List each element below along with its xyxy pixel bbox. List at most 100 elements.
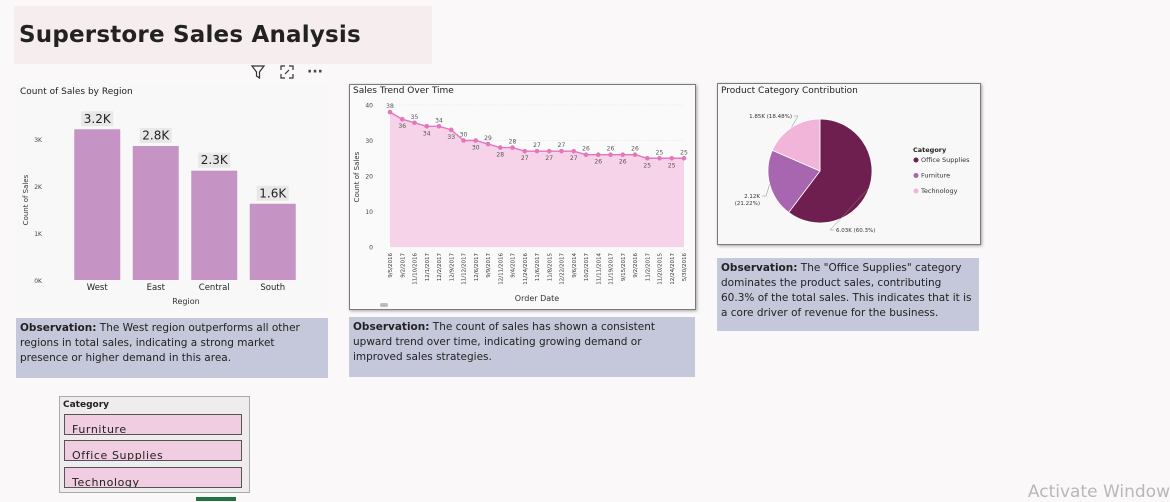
- focus-mode-icon[interactable]: [277, 62, 297, 82]
- x-tick-label: 11/8/2015: [547, 253, 553, 282]
- point-label: 27: [558, 142, 566, 149]
- trend-chart-title: Sales Trend Over Time: [353, 86, 454, 96]
- x-tick-label: 9/6/2014: [572, 253, 578, 278]
- point-label: 25: [668, 162, 676, 169]
- trend-point: [461, 138, 466, 143]
- slicer-item-office-supplies[interactable]: Office Supplies: [64, 440, 242, 461]
- point-label: 26: [631, 146, 639, 153]
- x-tick-label: 11/2/2017: [645, 253, 651, 282]
- point-label: 38: [386, 103, 394, 110]
- point-label: 34: [435, 117, 443, 124]
- pie-slice-technology: [771, 118, 821, 172]
- x-tick-label: 12/2/2017: [437, 253, 443, 282]
- data-label: 3.2K: [84, 112, 112, 126]
- x-tick-label: 10/2/2017: [584, 253, 590, 282]
- trend-point: [522, 148, 528, 154]
- point-label: 30: [472, 145, 480, 152]
- y-tick-label: 0K: [34, 278, 43, 285]
- region-bar-chart-card[interactable]: Count of Sales by Region 0K 1K 2K 3K Count o…: [16, 84, 328, 310]
- legend-item: Technology: [920, 187, 958, 195]
- point-label: 26: [594, 159, 602, 166]
- slicer-item-furniture[interactable]: Furniture: [64, 414, 242, 435]
- trend-chart-card[interactable]: Sales Trend Over Time 0 10 20 30 40 Count of …: [349, 84, 696, 310]
- x-axis-label: Order Date: [515, 294, 559, 303]
- trend-point: [657, 155, 662, 161]
- x-tick-label: Central: [199, 283, 230, 293]
- trend-observation-label: Observation:: [353, 321, 430, 333]
- category-pie-chart: 6.03K (60.3%) 2.12K(21.22%) 1.85K (18.48%)…: [735, 114, 970, 234]
- slicer-title: Category: [63, 400, 110, 410]
- x-axis-label: Region: [172, 297, 199, 306]
- data-label-bg: [81, 111, 114, 127]
- x-tick-label: 12/24/2017: [670, 253, 676, 285]
- horizontal-scrollbar[interactable]: [380, 303, 388, 307]
- y-tick-label: 0: [369, 245, 373, 252]
- region-observation-text: The West region outperforms all other re…: [20, 322, 300, 364]
- x-tick-label: 11/6/2017: [535, 253, 541, 282]
- x-tick-label: West: [87, 283, 109, 293]
- trend-point: [571, 148, 577, 154]
- x-tick-label: 11/24/2016: [523, 253, 529, 285]
- x-tick-label: 9/5/2016: [388, 253, 394, 278]
- category-pie-card[interactable]: Product Category Contribution 6.03K (60.…: [717, 83, 981, 245]
- data-label: 1.6K: [259, 186, 287, 200]
- page-tab-indicator: [196, 497, 236, 501]
- legend-item: Office Supplies: [921, 156, 970, 164]
- y-tick-label: 2K: [34, 184, 43, 191]
- point-label: 26: [619, 159, 627, 166]
- data-label-bg: [198, 152, 231, 168]
- point-label: 27: [533, 142, 541, 149]
- visual-toolbar: ···: [248, 62, 330, 82]
- trend-point: [485, 141, 491, 147]
- y-axis-label: Count of Sales: [353, 151, 361, 202]
- region-observation-label: Observation:: [20, 322, 97, 334]
- x-tick-label: 12/9/2017: [449, 253, 455, 282]
- leader-line: [791, 115, 799, 128]
- point-label: 27: [521, 155, 529, 162]
- trend-point: [399, 116, 405, 122]
- x-tick-label: 12/11/2016: [498, 253, 504, 285]
- slicer-item-technology[interactable]: Technology: [64, 467, 242, 488]
- x-tick-label: 12/6/2017: [474, 253, 480, 282]
- trend-point: [620, 152, 626, 157]
- activation-watermark: Activate Window: [1027, 482, 1170, 502]
- trend-point: [669, 155, 675, 161]
- leader-line: [829, 187, 870, 231]
- trend-point: [559, 148, 564, 154]
- x-tick-label: 9/4/2017: [511, 253, 517, 278]
- point-label: 33: [447, 134, 455, 141]
- x-tick-label: 9/9/2017: [486, 253, 492, 278]
- page-title: Superstore Sales Analysis: [19, 22, 361, 48]
- trend-point: [644, 155, 650, 161]
- point-label: 36: [398, 123, 406, 130]
- legend-marker: [913, 157, 919, 163]
- more-options-icon[interactable]: ···: [307, 64, 323, 80]
- trend-point: [608, 152, 613, 157]
- category-observation-label: Observation:: [721, 262, 798, 274]
- trend-point: [546, 148, 552, 154]
- bar-east: [132, 145, 179, 280]
- bar-south: [249, 203, 296, 280]
- point-label: 25: [656, 149, 664, 156]
- trend-point: [681, 155, 687, 161]
- trend-point: [412, 120, 417, 126]
- category-slicer: Category Furniture Office Supplies Techn…: [59, 396, 250, 493]
- legend-item: Furniture: [921, 172, 950, 180]
- slice-label: 6.03K (60.3%): [836, 228, 875, 234]
- trend-area-fill: [390, 112, 684, 247]
- category-observation: Observation: The "Office Supplies" categ…: [717, 258, 979, 331]
- point-label: 28: [509, 139, 517, 146]
- trend-point: [534, 148, 540, 154]
- y-tick-label: 1K: [34, 231, 43, 238]
- trend-point: [632, 152, 638, 157]
- slice-label: 1.85K (18.48%): [749, 114, 792, 120]
- region-chart-title: Count of Sales by Region: [20, 87, 133, 97]
- bar-central: [191, 170, 238, 280]
- category-chart-title: Product Category Contribution: [721, 86, 858, 96]
- trend-point: [436, 124, 442, 129]
- x-tick-label: 5/30/2016: [682, 253, 688, 282]
- filter-icon[interactable]: [248, 62, 268, 82]
- title-banner: [14, 6, 432, 64]
- point-label: 27: [570, 155, 578, 162]
- trend-point: [473, 138, 479, 143]
